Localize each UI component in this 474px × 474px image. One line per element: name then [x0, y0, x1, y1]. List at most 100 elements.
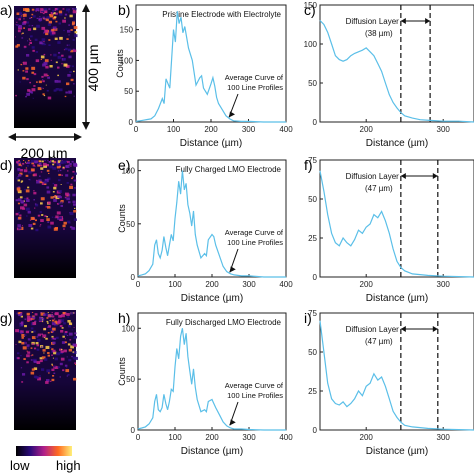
fluorescence-speckle [26, 199, 30, 202]
fluorescence-speckle [39, 16, 41, 18]
vertical-scale-label: 400 µm [85, 45, 101, 92]
fluorescence-speckle [74, 362, 76, 364]
fluorescence-speckle [20, 355, 22, 357]
fluorescence-speckle [48, 39, 51, 41]
fluorescence-speckle [21, 321, 24, 323]
data-point [182, 327, 183, 329]
fluorescence-speckle [28, 44, 30, 46]
fluorescence-speckle [47, 23, 52, 26]
data-point [327, 214, 329, 215]
x-axis-label: Distance (µm) [181, 293, 243, 304]
fluorescence-speckle [68, 161, 70, 163]
fluorescence-speckle [32, 49, 35, 52]
panel-letter-b: b) [118, 2, 130, 18]
fluorescence-speckle [47, 201, 51, 205]
fluorescence-speckle [27, 351, 31, 354]
diffusion-layer-width: (38 µm) [365, 29, 393, 38]
fluorescence-speckle [51, 216, 54, 218]
fluorescence-speckle [19, 10, 21, 12]
fluorescence-speckle [70, 165, 72, 167]
x-tick-label: 0 [134, 125, 139, 134]
fluorescence-speckle [51, 31, 56, 35]
fluorescence-speckle [22, 32, 24, 34]
fluorescence-speckle [42, 93, 45, 96]
fluorescence-speckle [34, 336, 37, 338]
fluorescence-speckle [73, 327, 75, 328]
data-point [392, 248, 394, 250]
fluorescence-speckle [61, 160, 63, 162]
fluorescence-speckle [55, 12, 58, 15]
data-point [350, 245, 352, 247]
fluorescence-speckle [62, 166, 65, 169]
data-point [174, 366, 176, 368]
y-tick-label: 0 [313, 118, 318, 127]
data-point [429, 120, 431, 121]
annotation-arrow-head [229, 266, 236, 273]
plot-frame [137, 159, 287, 278]
fluorescence-speckle [51, 28, 55, 32]
fluorescence-speckle [73, 13, 75, 15]
fluorescence-speckle [47, 225, 52, 229]
fluorescence-speckle [50, 338, 53, 340]
fluorescence-speckle [70, 345, 74, 349]
data-point [212, 77, 214, 78]
fluorescence-speckle [66, 182, 69, 184]
fluorescence-speckle [67, 48, 72, 52]
fluorescence-speckle [33, 73, 37, 76]
fluorescence-speckle [68, 322, 73, 326]
fluorescence-speckle [42, 79, 44, 81]
data-point [226, 271, 228, 272]
fluorescence-speckle [27, 160, 30, 162]
data-point [442, 275, 444, 277]
data-point [188, 47, 189, 49]
fluorescence-speckle [23, 8, 27, 11]
fluorescence-speckle [72, 48, 75, 51]
data-point [183, 189, 185, 191]
fluorescence-speckle [52, 12, 54, 14]
fluorescence-speckle [72, 10, 77, 14]
fluorescence-speckle [71, 329, 73, 331]
data-point [206, 255, 207, 257]
fluorescence-speckle [29, 39, 32, 42]
fluorescence-speckle [45, 345, 50, 349]
data-point [377, 63, 379, 64]
fluorescence-speckle [25, 67, 29, 70]
fluorescence-speckle [71, 226, 75, 230]
fluorescence-speckle [55, 20, 58, 23]
microscopy-image-a [14, 6, 78, 128]
y-tick-label: 50 [308, 79, 317, 88]
fluorescence-speckle [24, 47, 26, 49]
x-axis-label: Distance (µm) [366, 446, 428, 457]
fluorescence-speckle [43, 8, 48, 11]
data-point [175, 41, 176, 43]
data-point [204, 409, 205, 410]
annotation-line: Average Curve of [225, 228, 284, 237]
data-point [381, 211, 382, 212]
fluorescence-speckle [48, 160, 51, 162]
fluorescence-speckle [41, 26, 46, 30]
fluorescence-speckle [63, 49, 66, 51]
data-point [400, 112, 402, 113]
fluorescence-speckle [70, 78, 74, 82]
fluorescence-speckle [64, 47, 68, 51]
fluorescence-speckle [59, 88, 63, 92]
fluorescence-speckle [33, 191, 37, 195]
fluorescence-speckle [51, 160, 55, 163]
fluorescence-speckle [55, 61, 58, 64]
data-point [358, 229, 359, 231]
y-tick-label: 100 [122, 324, 136, 333]
fluorescence-speckle [54, 184, 58, 187]
fluorescence-speckle [20, 63, 23, 66]
data-point [139, 120, 141, 122]
fluorescence-speckle [56, 165, 60, 169]
fluorescence-speckle [53, 12, 56, 15]
fluorescence-speckle [26, 361, 29, 364]
fluorescence-speckle [26, 215, 28, 217]
fluorescence-speckle [17, 29, 21, 33]
series-line [135, 11, 286, 123]
data-point [141, 274, 142, 276]
fluorescence-speckle [72, 65, 74, 68]
fluorescence-speckle [39, 180, 43, 184]
fluorescence-speckle [53, 89, 57, 92]
y-tick-label: 50 [308, 195, 317, 204]
